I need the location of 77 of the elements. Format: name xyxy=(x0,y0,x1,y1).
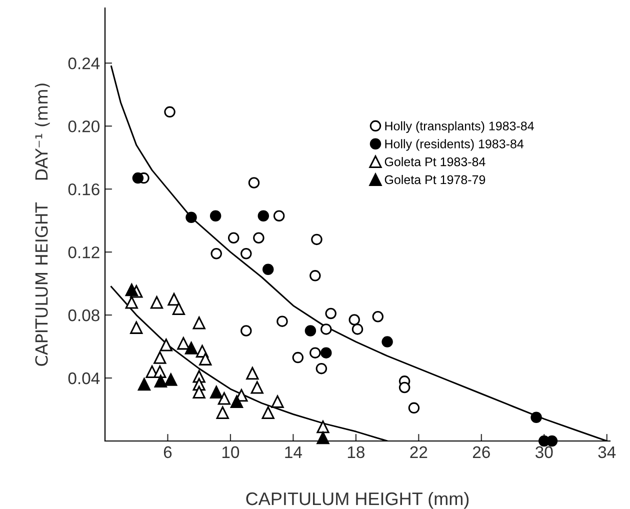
x-tick-label: 22 xyxy=(410,446,428,458)
point xyxy=(316,432,330,444)
point xyxy=(352,324,364,335)
point xyxy=(408,402,420,414)
point xyxy=(160,338,172,352)
point xyxy=(125,284,138,296)
point xyxy=(382,336,393,348)
point xyxy=(316,420,330,434)
point xyxy=(304,325,316,336)
point xyxy=(154,351,166,364)
y-tick-label: 0.08 xyxy=(68,309,100,322)
point xyxy=(320,347,332,358)
point xyxy=(150,296,164,309)
point xyxy=(530,412,542,424)
point xyxy=(240,325,252,336)
point xyxy=(348,314,360,326)
point xyxy=(154,374,167,388)
point xyxy=(325,308,336,320)
point xyxy=(258,210,270,222)
point xyxy=(250,381,264,394)
point xyxy=(130,321,143,334)
point xyxy=(228,232,240,244)
point xyxy=(310,270,321,282)
legend-label: Holly (residents) 1983-84 xyxy=(385,139,524,151)
point xyxy=(372,310,384,322)
point xyxy=(316,362,328,374)
point xyxy=(125,296,138,309)
legend-label: Goleta Pt 1983-84 xyxy=(384,157,486,166)
point xyxy=(184,342,198,354)
y-tick-label: 0.12 xyxy=(68,246,100,258)
point xyxy=(248,177,260,188)
x-tick-label: 14 xyxy=(285,446,302,458)
point xyxy=(192,316,206,330)
legend-label: Goleta Pt 1978-79 xyxy=(384,174,486,184)
point xyxy=(216,406,229,419)
point xyxy=(132,172,144,184)
point xyxy=(192,386,206,399)
point xyxy=(177,337,190,350)
point xyxy=(172,302,186,316)
point xyxy=(246,366,259,380)
point xyxy=(168,292,180,306)
y-tick-label: 0.20 xyxy=(68,120,100,132)
point xyxy=(262,406,274,419)
y-tick-label: 0.16 xyxy=(68,183,100,196)
point xyxy=(210,248,222,260)
point xyxy=(253,232,264,244)
y-tick-label: 0.24 xyxy=(68,58,100,70)
point xyxy=(276,316,288,327)
x-tick-label: 10 xyxy=(222,446,240,458)
point xyxy=(273,210,285,222)
point xyxy=(154,365,166,378)
point xyxy=(138,378,151,391)
y-axis-title: CAPITULUM HEIGHT DAY⁻¹ (mm) xyxy=(34,84,50,366)
point xyxy=(218,392,231,405)
point xyxy=(311,234,322,246)
y-tick-label: 0.04 xyxy=(68,372,100,384)
point xyxy=(164,373,178,386)
point xyxy=(186,212,197,224)
point xyxy=(398,382,410,394)
point xyxy=(164,106,176,118)
point xyxy=(199,352,212,366)
point xyxy=(230,395,244,408)
point xyxy=(271,395,284,408)
x-axis-title: CAPITULUM HEIGHT (mm) xyxy=(246,492,469,509)
point xyxy=(240,248,252,260)
point xyxy=(210,386,223,399)
x-tick-label: 30 xyxy=(536,446,553,458)
x-tick-label: 26 xyxy=(472,446,490,458)
x-tick-label: 6 xyxy=(164,446,172,458)
point xyxy=(320,324,332,335)
x-tick-label: 18 xyxy=(348,446,364,458)
point xyxy=(210,210,222,222)
legend-label: Holly (transplants) 1983-84 xyxy=(385,121,534,133)
point xyxy=(310,347,321,358)
x-tick-label: 34 xyxy=(598,446,616,458)
point xyxy=(262,264,274,275)
point xyxy=(292,352,304,364)
